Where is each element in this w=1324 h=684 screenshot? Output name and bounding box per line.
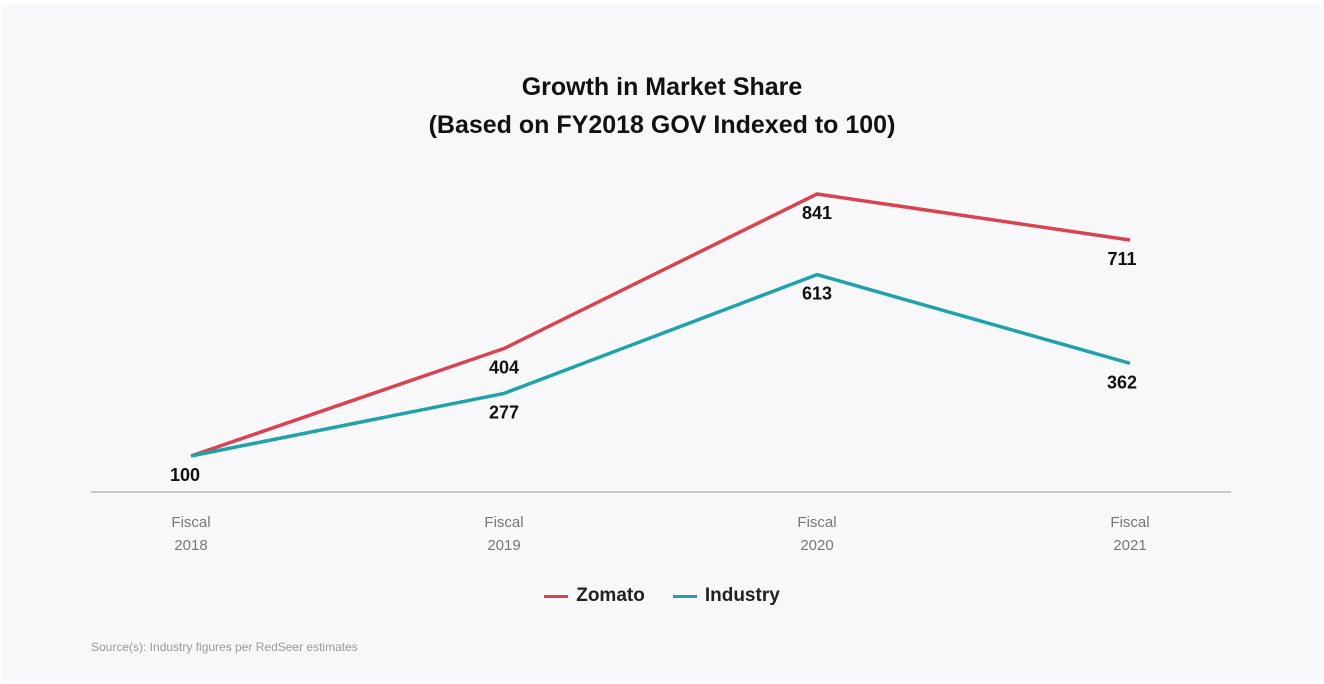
chart-subtitle: (Based on FY2018 GOV Indexed to 100)	[428, 111, 896, 139]
legend-item-industry: Industry	[672, 585, 780, 607]
x-tick-label: 2021	[1113, 537, 1146, 554]
x-tick-label: 2019	[487, 537, 520, 554]
x-tick-label: Fiscal	[1110, 514, 1149, 531]
legend-label: Zomato	[576, 585, 645, 606]
x-tick-label: 2020	[800, 537, 833, 554]
source-note: Source(s): Industry figures per RedSeer …	[91, 640, 358, 654]
data-label: 841	[802, 203, 832, 223]
data-label: 404	[489, 358, 519, 378]
x-tick-label: Fiscal	[484, 514, 523, 531]
data-label: 711	[1107, 249, 1136, 269]
data-label: 277	[489, 402, 519, 422]
series-line-industry	[190, 272, 1131, 458]
x-tick-label: 2018	[174, 537, 207, 554]
legend-swatch-industry	[672, 594, 697, 598]
legend-swatch-zomato	[544, 594, 569, 598]
x-tick-label: Fiscal	[797, 514, 836, 531]
legend-label: Industry	[704, 585, 780, 606]
series-line-zomato	[190, 192, 1131, 458]
legend: Zomato Industry	[0, 585, 1324, 607]
chart-title: Growth in Market Share	[521, 73, 803, 101]
x-tick-label: Fiscal	[171, 514, 210, 531]
data-label: 362	[1107, 372, 1137, 392]
chart-card	[3, 5, 1321, 681]
data-label: 613	[802, 284, 832, 304]
data-label: 100	[170, 465, 200, 485]
legend-item-zomato: Zomato	[544, 585, 645, 607]
